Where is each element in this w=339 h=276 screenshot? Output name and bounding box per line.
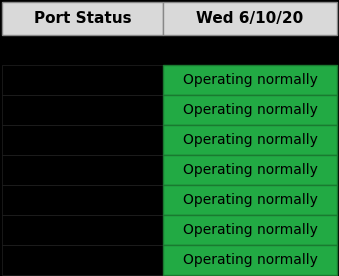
Bar: [163, 155, 337, 185]
Text: Operating normally: Operating normally: [183, 223, 317, 237]
Bar: [163, 125, 337, 155]
Text: Wed 6/10/20: Wed 6/10/20: [196, 11, 304, 26]
Bar: [2, 65, 163, 95]
Text: Operating normally: Operating normally: [183, 133, 317, 147]
Bar: [163, 2, 337, 35]
Text: Operating normally: Operating normally: [183, 163, 317, 177]
Bar: [163, 95, 337, 125]
Bar: [163, 65, 337, 95]
Bar: [2, 125, 163, 155]
Text: Operating normally: Operating normally: [183, 253, 317, 267]
Text: Operating normally: Operating normally: [183, 73, 317, 87]
Bar: [2, 185, 163, 215]
Bar: [163, 245, 337, 275]
Bar: [2, 155, 163, 185]
Bar: [163, 215, 337, 245]
Bar: [163, 185, 337, 215]
Bar: [2, 245, 163, 275]
Text: Operating normally: Operating normally: [183, 193, 317, 207]
Bar: [2, 95, 163, 125]
Bar: [2, 2, 163, 35]
Bar: [2, 215, 163, 245]
Text: Port Status: Port Status: [34, 11, 131, 26]
Text: Operating normally: Operating normally: [183, 103, 317, 117]
